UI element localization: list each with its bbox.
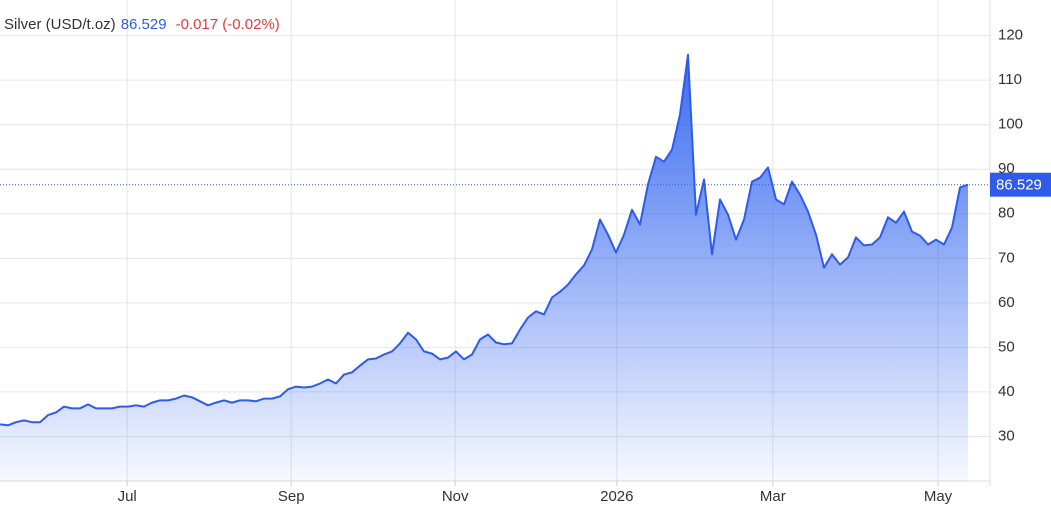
x-tick-label: May [924, 488, 953, 505]
area-fill [0, 54, 968, 482]
y-tick-label: 90 [998, 160, 1015, 177]
plot: 86.529 [0, 53, 1051, 482]
y-tick-label: 40 [998, 383, 1015, 400]
x-tick-label: Nov [442, 488, 469, 505]
last-price: 86.529 [121, 16, 167, 33]
price-line [0, 53, 969, 427]
x-tick-label: Mar [760, 488, 786, 505]
y-tick-label: 120 [998, 27, 1023, 44]
y-tick-label: 100 [998, 116, 1023, 133]
y-tick-label: 70 [998, 249, 1015, 266]
last-price-box [990, 172, 1051, 197]
header: Silver (USD/t.oz) 86.529 -0.017 (-0.02%) [4, 16, 280, 33]
y-tick-label: 30 [998, 427, 1015, 444]
price-change: -0.017 (-0.02%) [176, 16, 280, 33]
x-tick-label: 2026 [600, 488, 633, 505]
x-tick-label: Jul [118, 488, 137, 505]
y-tick-label: 60 [998, 294, 1015, 311]
x-tick-label: Sep [278, 488, 305, 505]
y-tick-label: 110 [998, 71, 1022, 88]
y-tick-label: 80 [998, 205, 1015, 222]
y-tick-label: 50 [998, 338, 1015, 355]
last-price-label: 86.529 [996, 177, 1042, 194]
instrument-name: Silver (USD/t.oz) [4, 16, 116, 33]
